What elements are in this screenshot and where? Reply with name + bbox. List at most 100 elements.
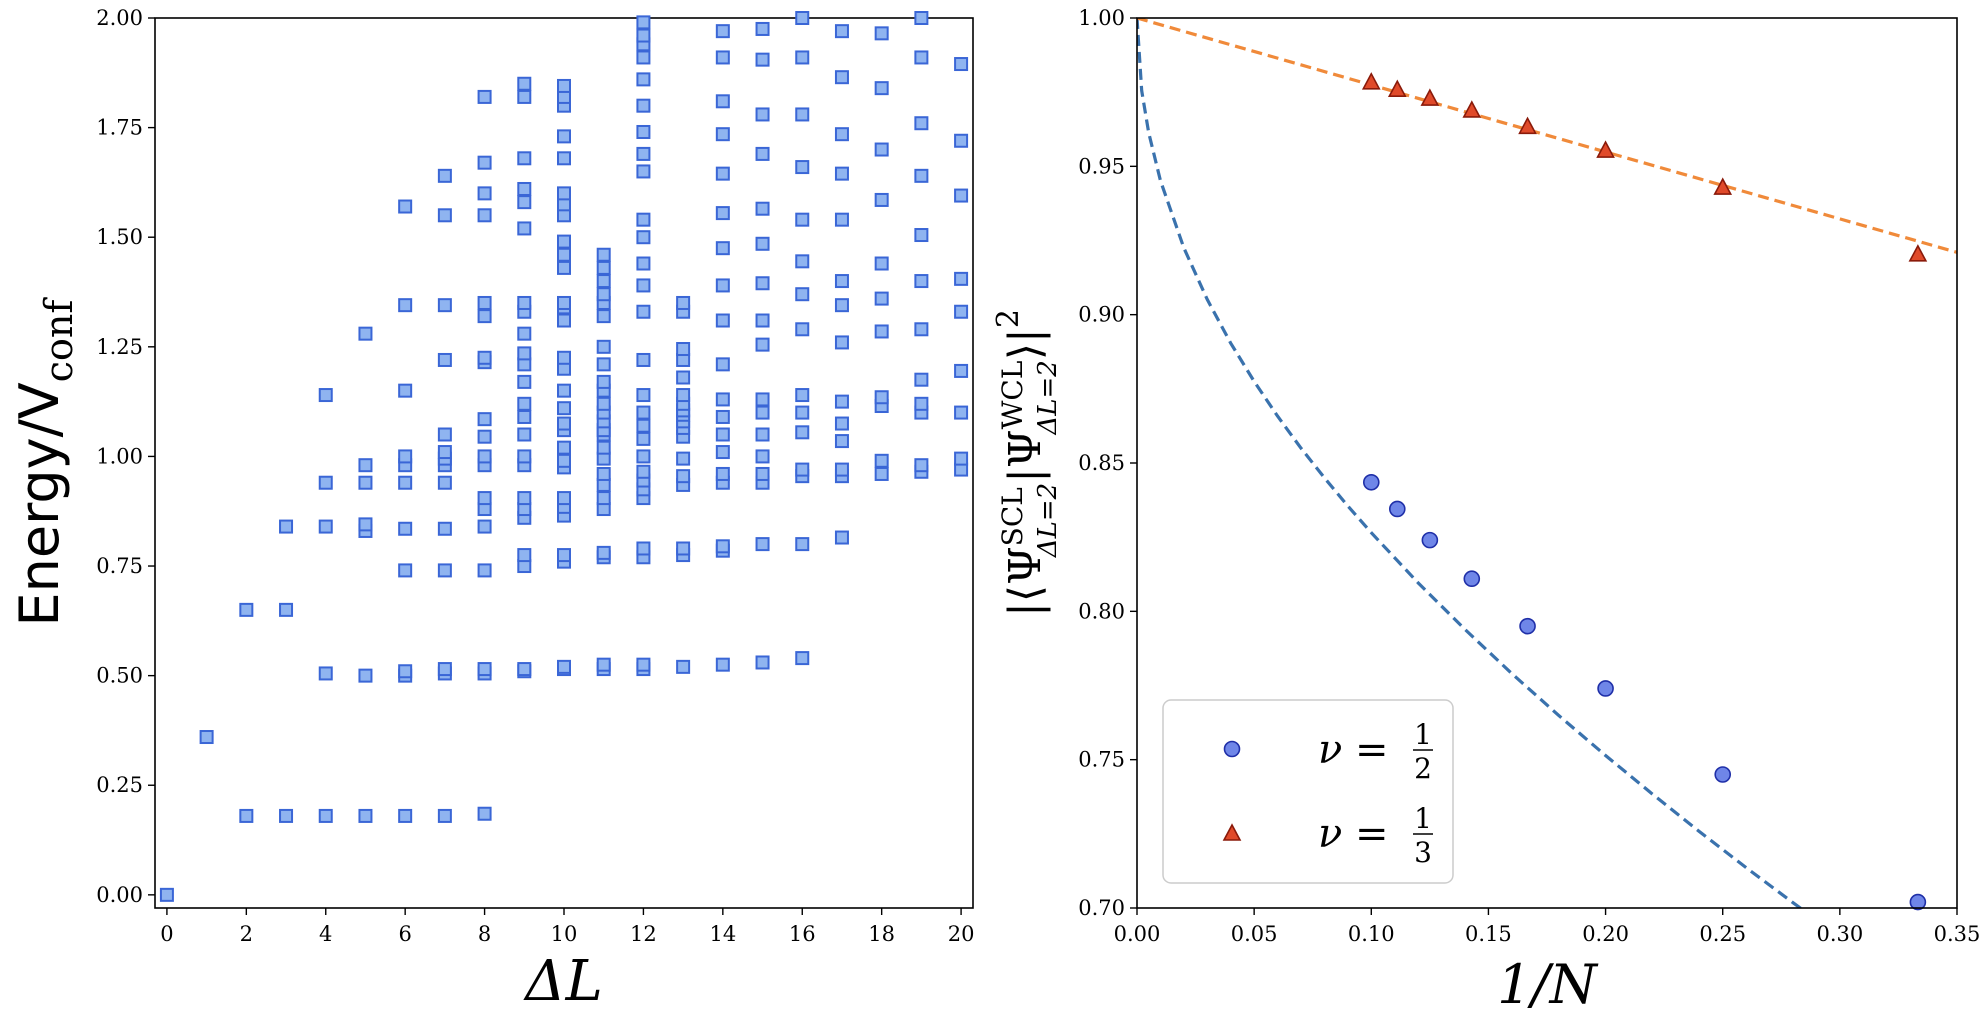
spectrum-point xyxy=(437,427,452,442)
spectrum-point xyxy=(517,346,532,361)
spectrum-point xyxy=(834,24,849,39)
spectrum-point xyxy=(318,666,333,681)
left-x-axis-label: ΔL xyxy=(523,949,603,1014)
spectrum-point xyxy=(755,449,770,464)
spectrum-point xyxy=(914,228,929,243)
right-x-tick-label: 0.15 xyxy=(1465,922,1512,946)
spectrum-point xyxy=(795,651,810,666)
left-x-tick-label: 4 xyxy=(319,922,332,946)
spectrum-point xyxy=(834,434,849,449)
spectrum-point xyxy=(715,357,730,372)
spectrum-point xyxy=(954,363,969,378)
spectrum-point xyxy=(954,304,969,319)
spectrum-point xyxy=(517,295,532,310)
spectrum-point xyxy=(636,304,651,319)
spectrum-point xyxy=(715,241,730,256)
spectrum-point xyxy=(398,563,413,578)
left-y-tick-label: 0.50 xyxy=(96,664,143,688)
spectrum-point xyxy=(834,298,849,313)
legend-label-nu-half-den: 2 xyxy=(1414,752,1432,785)
spectrum-point xyxy=(477,186,492,201)
point-nu-third xyxy=(1596,140,1615,158)
point-nu-third xyxy=(1713,177,1733,195)
spectrum-point xyxy=(477,519,492,534)
point-nu-half xyxy=(1519,617,1536,635)
spectrum-point xyxy=(477,155,492,170)
right-x-tick-label: 0.00 xyxy=(1114,922,1161,946)
spectrum-point xyxy=(954,133,969,148)
spectrum-point xyxy=(636,28,651,43)
spectrum-point xyxy=(795,287,810,302)
left-y-axis-label-group: Energy/Vconf xyxy=(8,297,81,627)
spectrum-point xyxy=(398,808,413,823)
spectrum-point xyxy=(318,808,333,823)
spectrum-point xyxy=(477,806,492,821)
spectrum-point xyxy=(755,405,770,420)
spectrum-point xyxy=(874,192,889,207)
spectrum-point xyxy=(636,278,651,293)
spectrum-point xyxy=(676,451,691,466)
spectrum-point xyxy=(557,383,571,398)
spectrum-point xyxy=(557,401,571,416)
point-nu-third xyxy=(1420,88,1440,106)
spectrum-point xyxy=(557,440,571,455)
right-data-points xyxy=(1361,72,1928,911)
spectrum-point xyxy=(398,199,413,214)
left-x-tick-label: 16 xyxy=(789,922,816,946)
spectrum-point xyxy=(517,374,532,389)
spectrum-point xyxy=(477,89,492,104)
left-y-tick-label: 1.00 xyxy=(96,444,143,468)
spectrum-point xyxy=(834,274,849,289)
legend-label-nu-third-prefix: ν = xyxy=(1318,811,1389,857)
right-y-ticks: 0.70 0.75 0.80 0.85 0.90 0.95 1.00 xyxy=(1078,6,1137,920)
spectrum-point xyxy=(715,466,730,481)
spectrum-point xyxy=(557,453,571,468)
spectrum-point xyxy=(477,662,492,677)
spectrum-point xyxy=(636,256,651,271)
right-ylabel-sup1: SCL xyxy=(996,487,1029,546)
right-y-tick-label: 0.70 xyxy=(1078,896,1125,920)
spectrum-point xyxy=(318,475,333,490)
spectrum-point xyxy=(437,521,452,536)
legend-label-nu-half-num: 1 xyxy=(1414,718,1432,751)
spectrum-point xyxy=(557,350,571,365)
spectrum-point xyxy=(834,212,849,227)
spectrum-point xyxy=(715,206,730,221)
spectrum-point xyxy=(517,76,532,91)
left-y-tick-label: 1.25 xyxy=(96,335,143,359)
spectrum-point xyxy=(715,409,730,424)
spectrum-point xyxy=(914,116,929,131)
spectrum-point xyxy=(755,466,770,481)
right-ylabel-right: ⟩| xyxy=(1000,328,1051,360)
spectrum-point xyxy=(715,127,730,142)
left-x-tick-label: 20 xyxy=(948,922,975,946)
spectrum-point xyxy=(636,449,651,464)
spectrum-point xyxy=(795,254,810,269)
spectrum-point xyxy=(676,659,691,674)
spectrum-point xyxy=(517,89,532,104)
left-y-tick-label: 1.50 xyxy=(96,225,143,249)
spectrum-point xyxy=(715,50,730,65)
spectrum-point xyxy=(755,392,770,407)
left-x-tick-label: 10 xyxy=(551,922,578,946)
left-y-tick-label: 0.75 xyxy=(96,554,143,578)
spectrum-point xyxy=(557,260,571,275)
spectrum-point xyxy=(596,374,611,389)
spectrum-point xyxy=(954,57,969,72)
spectrum-point xyxy=(437,808,452,823)
spectrum-point xyxy=(755,52,770,67)
legend-label-nu-half-prefix: ν = xyxy=(1318,727,1389,773)
right-x-tick-label: 0.05 xyxy=(1231,922,1278,946)
spectrum-point xyxy=(795,462,810,477)
spectrum-point xyxy=(676,370,691,385)
left-y-tick-label: 1.75 xyxy=(96,116,143,140)
spectrum-point xyxy=(159,887,174,902)
right-x-tick-label: 0.30 xyxy=(1816,922,1863,946)
spectrum-point xyxy=(795,212,810,227)
point-nu-third xyxy=(1908,244,1928,262)
spectrum-point xyxy=(874,26,889,41)
right-ylabel-pow: 2 xyxy=(991,309,1026,328)
spectrum-point xyxy=(517,449,532,464)
spectrum-point xyxy=(636,72,651,87)
spectrum-point xyxy=(636,352,651,367)
